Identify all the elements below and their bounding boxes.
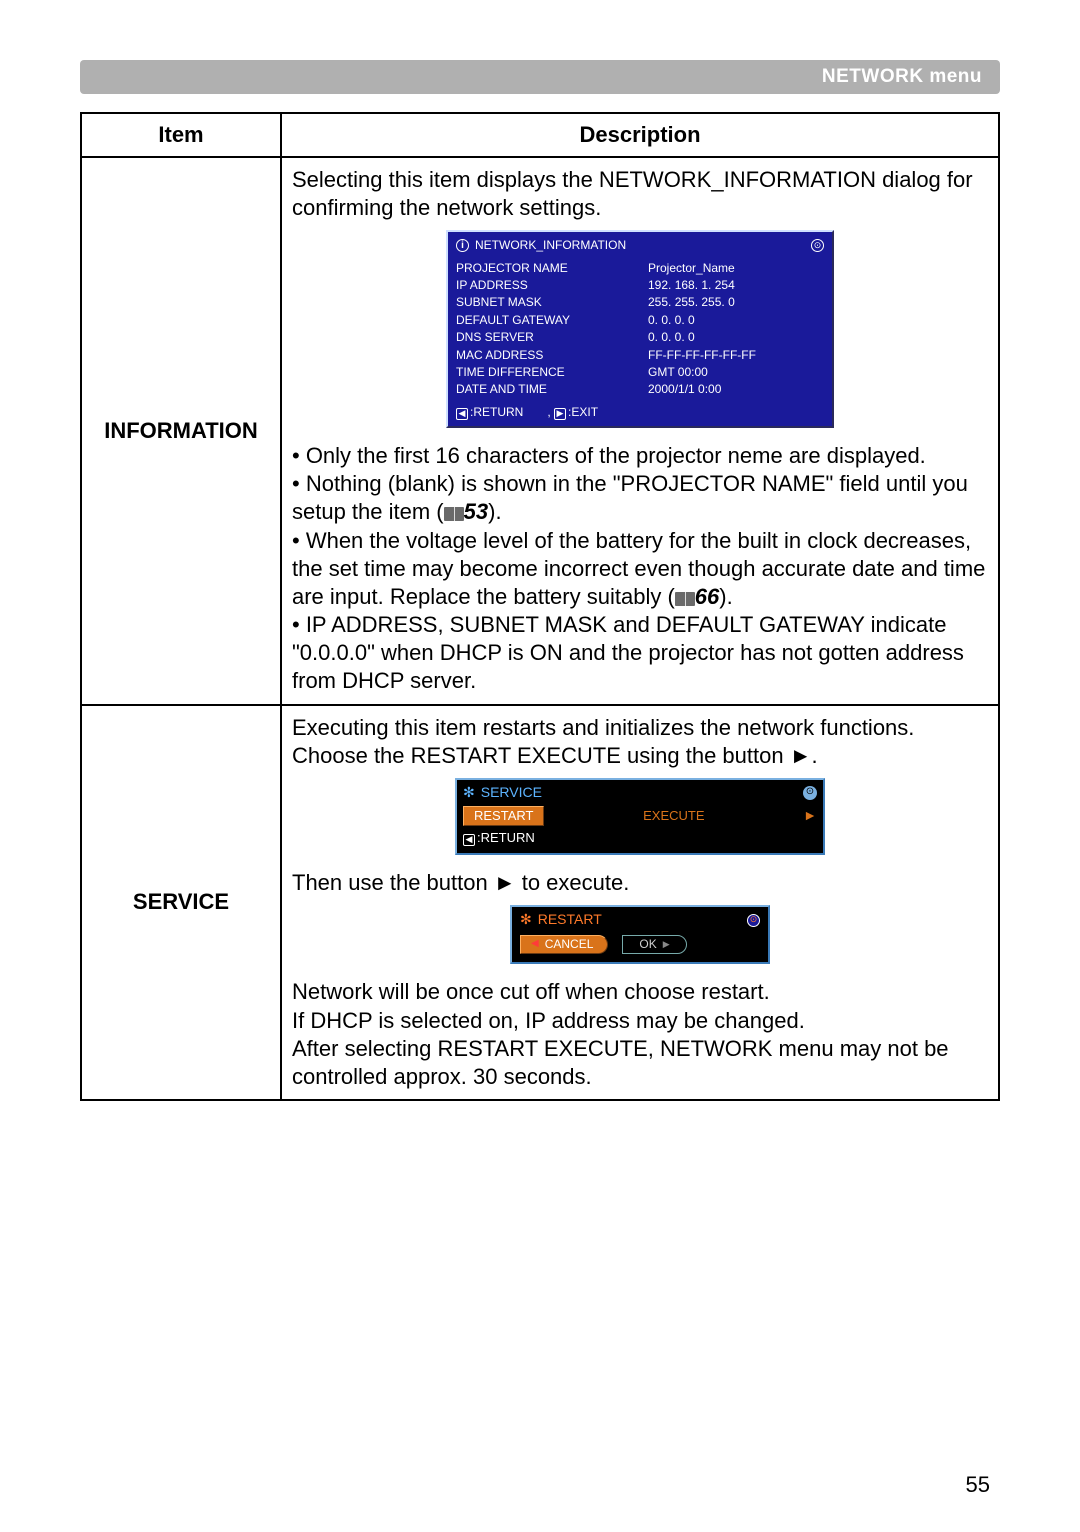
dialog-titlebar: i NETWORK_INFORMATION ⊙	[456, 236, 824, 259]
execute-label: EXECUTE	[554, 808, 793, 825]
row-service: SERVICE Executing this item restarts and…	[81, 705, 999, 1101]
select-icon: ⊙	[803, 786, 817, 800]
col-item: Item	[81, 113, 281, 157]
select-icon: ⊙	[747, 914, 760, 927]
service-dialog: ✻ SERVICE ⊙ RESTART EXECUTE ►	[455, 778, 825, 855]
info-bullet-2: • Nothing (blank) is shown in the "PROJE…	[292, 470, 988, 526]
service-intro-1: Executing this item restarts and initial…	[292, 714, 988, 742]
service-row-restart: RESTART EXECUTE ►	[463, 806, 817, 827]
net-row: IP ADDRESS192. 168. 1. 254	[456, 277, 824, 294]
item-service: SERVICE	[81, 705, 281, 1101]
close-icon: ⊙	[811, 239, 824, 252]
row-information: INFORMATION Selecting this item displays…	[81, 157, 999, 705]
restart-gear-icon: ✻	[520, 911, 532, 929]
service-tail-1: Network will be once cut off when choose…	[292, 978, 988, 1006]
network-menu-table: Item Description INFORMATION Selecting t…	[80, 112, 1000, 1101]
header-title: NETWORK menu	[822, 66, 982, 88]
page-number: 55	[966, 1472, 990, 1498]
restart-dialog-titlebar: ✻ RESTART ⊙	[520, 911, 760, 929]
net-row: DNS SERVER0. 0. 0. 0	[456, 329, 824, 346]
net-row: TIME DIFFERENCEGMT 00:00	[456, 364, 824, 381]
restart-button[interactable]: RESTART	[463, 806, 544, 827]
information-intro: Selecting this item displays the NETWORK…	[292, 166, 988, 222]
net-row: DEFAULT GATEWAY0. 0. 0. 0	[456, 312, 824, 329]
table-header-row: Item Description	[81, 113, 999, 157]
book-icon	[444, 507, 464, 521]
book-icon	[675, 592, 695, 606]
info-icon: i	[456, 239, 469, 252]
service-tail-3: After selecting RESTART EXECUTE, NETWORK…	[292, 1035, 988, 1091]
cancel-button[interactable]: CANCEL	[520, 935, 608, 954]
service-intro-2: Choose the RESTART EXECUTE using the but…	[292, 742, 988, 770]
net-row: SUBNET MASK255. 255. 255. 0	[456, 294, 824, 311]
info-bullet-3: • When the voltage level of the battery …	[292, 527, 988, 611]
net-row: DATE AND TIME2000/1/1 0:00	[456, 381, 824, 398]
dialog-footer: ◀:RETURN , ▶:EXIT	[456, 405, 824, 420]
desc-service: Executing this item restarts and initial…	[281, 705, 999, 1101]
service-tail-2: If DHCP is selected on, IP address may b…	[292, 1007, 988, 1035]
network-information-dialog: i NETWORK_INFORMATION ⊙ PROJECTOR NAMEPr…	[446, 230, 834, 428]
service-gear-icon: ✻	[463, 784, 475, 802]
col-description: Description	[281, 113, 999, 157]
net-row: MAC ADDRESSFF-FF-FF-FF-FF-FF	[456, 347, 824, 364]
left-arrow-icon: ◀	[456, 408, 468, 420]
dialog-title: NETWORK_INFORMATION	[475, 238, 626, 253]
desc-information: Selecting this item displays the NETWORK…	[281, 157, 999, 705]
service-dialog-titlebar: ✻ SERVICE ⊙	[463, 782, 817, 806]
service-then: Then use the button ► to execute.	[292, 869, 988, 897]
service-row-return: ◀:RETURN	[463, 830, 817, 847]
header-bar: NETWORK menu	[80, 60, 1000, 94]
info-bullet-1: • Only the first 16 characters of the pr…	[292, 442, 988, 470]
info-bullet-4: • IP ADDRESS, SUBNET MASK and DEFAULT GA…	[292, 611, 988, 695]
item-information: INFORMATION	[81, 157, 281, 705]
restart-confirm-dialog: ✻ RESTART ⊙ CANCEL OK	[510, 905, 770, 964]
left-arrow-icon: ◀	[463, 834, 475, 846]
right-arrow-icon: ►	[803, 807, 817, 825]
restart-buttons: CANCEL OK	[520, 935, 760, 954]
net-row: PROJECTOR NAMEProjector_Name	[456, 260, 824, 277]
ok-button[interactable]: OK	[622, 935, 686, 954]
right-arrow-icon: ▶	[554, 408, 566, 420]
restart-dialog-title: RESTART	[538, 911, 602, 929]
service-dialog-title: SERVICE	[481, 784, 542, 802]
